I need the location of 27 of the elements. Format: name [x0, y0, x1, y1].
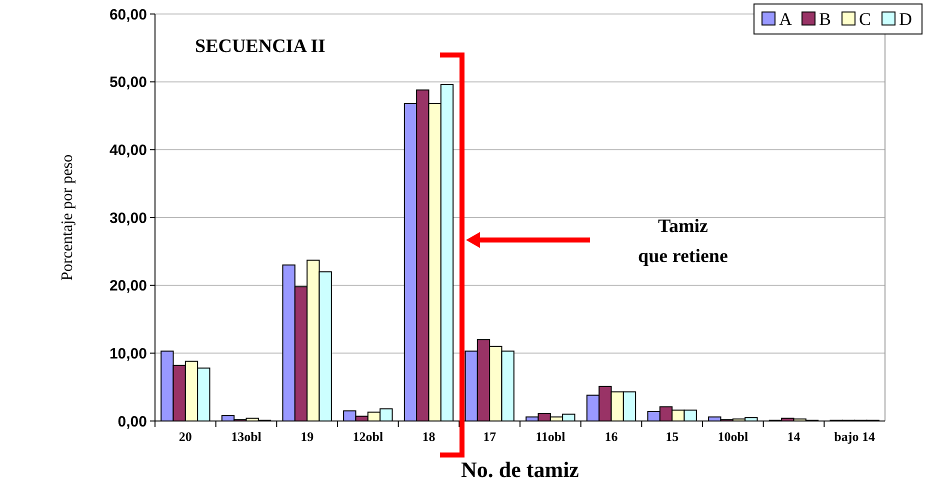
y-tick-label: 30,00	[109, 210, 147, 227]
y-tick-label: 50,00	[109, 74, 147, 92]
y-tick-label: 40,00	[109, 142, 147, 159]
y-tick-label: 10,00	[109, 345, 147, 362]
x-tick-label: 16	[604, 429, 618, 444]
y-tick-label: 20,00	[109, 278, 147, 295]
x-tick-label: 20	[178, 429, 192, 444]
x-tick-label: bajo 14	[834, 429, 876, 444]
x-tick-label: 13obl	[231, 429, 262, 444]
x-tick-label: 19	[300, 429, 314, 444]
legend-label: C	[859, 9, 872, 29]
y-axis-title: Porcentaje por peso	[59, 154, 76, 281]
x-tick-label: 14	[787, 429, 801, 444]
annotation: Tamiz que retiene	[638, 216, 728, 267]
x-tick-label: 17	[483, 429, 497, 444]
legend-label: A	[779, 9, 792, 29]
x-tick-label: 15	[666, 429, 680, 444]
legend-label: D	[899, 9, 912, 29]
y-tick-label: 60,00	[109, 6, 147, 24]
x-axis-title: No. de tamiz	[461, 457, 580, 482]
x-tick-label: 18	[422, 429, 436, 444]
x-tick-label: 11obl	[536, 429, 566, 444]
annotation: SECUENCIA II	[195, 36, 326, 57]
y-tick-label: 0,00	[118, 413, 147, 430]
legend-label: B	[819, 9, 832, 29]
x-tick-label: 12obl	[352, 429, 384, 444]
x-tick-label: 10obl	[718, 429, 748, 444]
